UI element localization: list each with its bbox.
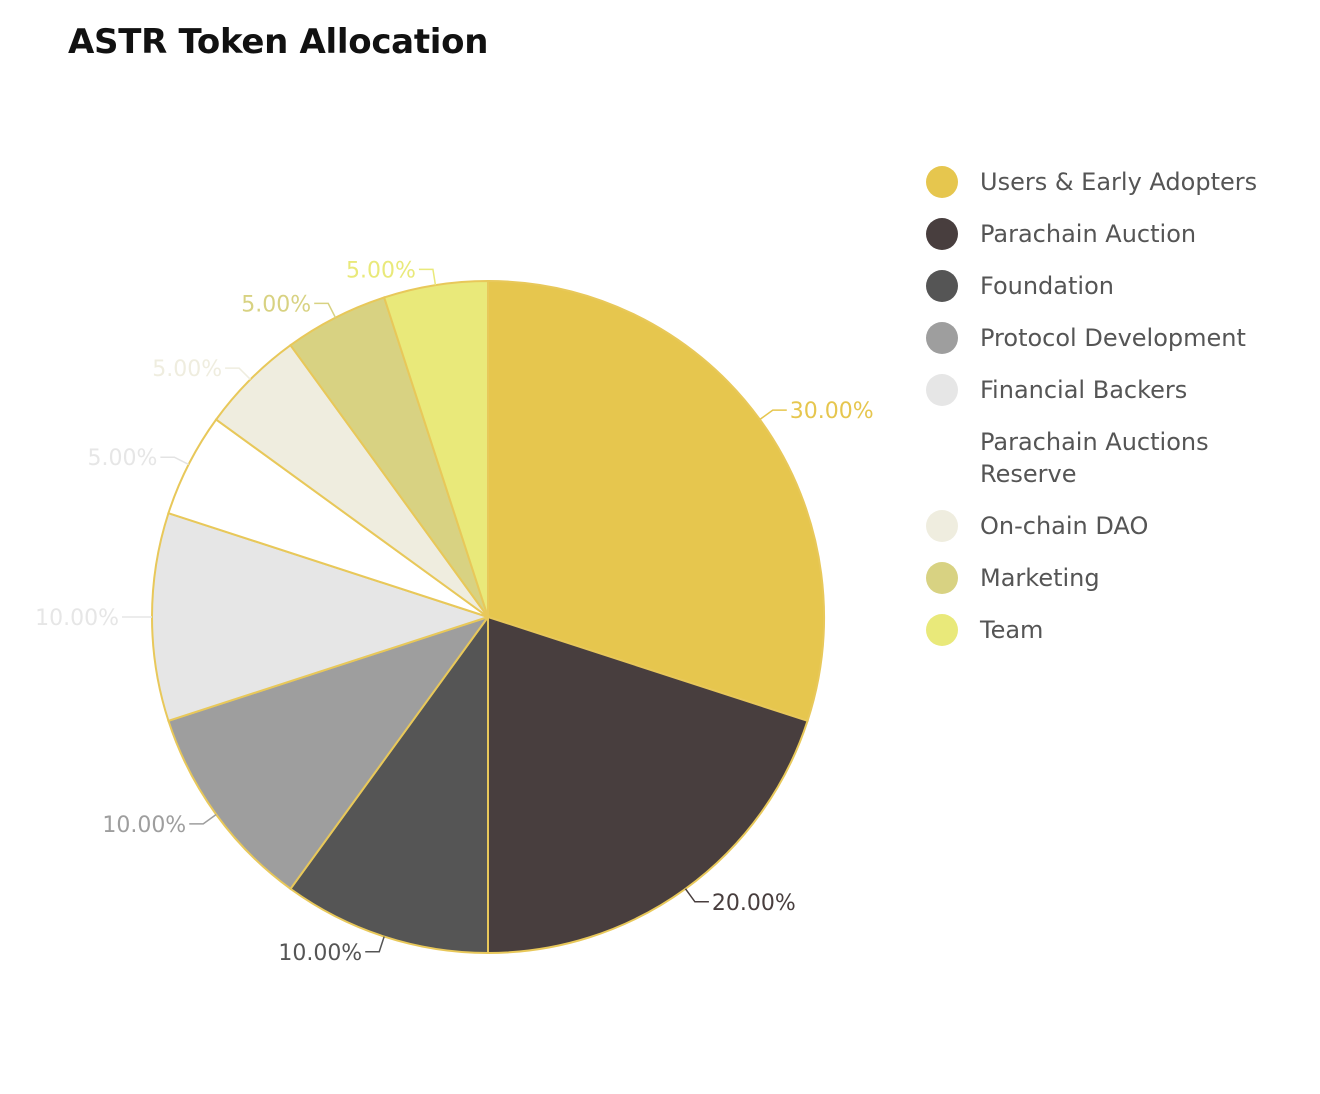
legend-item-parachain-auction: Parachain Auction (926, 218, 1280, 250)
legend-item-protocol-development: Protocol Development (926, 322, 1280, 354)
legend-swatch (926, 426, 958, 458)
legend-swatch (926, 322, 958, 354)
legend-swatch (926, 510, 958, 542)
data-label-users-early-adopters: 30.00% (790, 399, 874, 424)
legend-swatch (926, 166, 958, 198)
data-label-on-chain-dao: 5.00% (152, 357, 222, 382)
legend-label: Foundation (980, 272, 1114, 300)
legend-swatch (926, 270, 958, 302)
legend-item-on-chain-dao: On-chain DAO (926, 510, 1280, 542)
legend-item-financial-backers: Financial Backers (926, 374, 1280, 406)
data-label-parachain-auctions-reserve: 5.00% (87, 446, 157, 471)
legend-swatch (926, 614, 958, 646)
data-label-team: 5.00% (346, 258, 416, 283)
legend-label: Team (980, 616, 1044, 644)
leader-line-users-early-adopters (759, 409, 787, 421)
leader-line-protocol-development (189, 813, 217, 825)
chart-title: ASTR Token Allocation (68, 22, 489, 62)
legend-item-team: Team (926, 614, 1280, 646)
legend-label: Protocol Development (980, 324, 1246, 352)
data-label-protocol-development: 10.00% (102, 813, 186, 838)
data-label-marketing: 5.00% (241, 292, 311, 317)
pie-slice-team (382, 279, 489, 618)
legend-item-users-early-adopters: Users & Early Adopters (926, 166, 1280, 198)
data-label-foundation: 10.00% (278, 941, 362, 966)
leader-line-on-chain-dao (225, 367, 251, 380)
data-label-parachain-auction: 20.00% (712, 891, 796, 916)
data-label-financial-backers: 10.00% (35, 606, 119, 631)
legend-swatch (926, 562, 958, 594)
legend-item-foundation: Foundation (926, 270, 1280, 302)
leader-line-foundation (365, 936, 385, 953)
legend-label: Financial Backers (980, 376, 1188, 404)
leader-line-team (418, 268, 437, 286)
leader-line-marketing (314, 302, 337, 318)
legend: Users & Early Adopters Parachain Auction F… (926, 166, 1280, 666)
legend-item-marketing: Marketing (926, 562, 1280, 594)
legend-swatch (926, 218, 958, 250)
legend-label: Marketing (980, 564, 1100, 592)
leader-line-parachain-auction (684, 888, 709, 903)
legend-label: Users & Early Adopters (980, 168, 1258, 196)
legend-label: Parachain Auctions Reserve (980, 428, 1209, 488)
legend-label: On-chain DAO (980, 512, 1149, 540)
legend-swatch (926, 374, 958, 406)
legend-label: Parachain Auction (980, 220, 1197, 248)
leader-line-parachain-auctions-reserve (160, 456, 189, 466)
legend-item-parachain-auctions-reserve: Parachain Auctions Reserve (926, 426, 1280, 490)
